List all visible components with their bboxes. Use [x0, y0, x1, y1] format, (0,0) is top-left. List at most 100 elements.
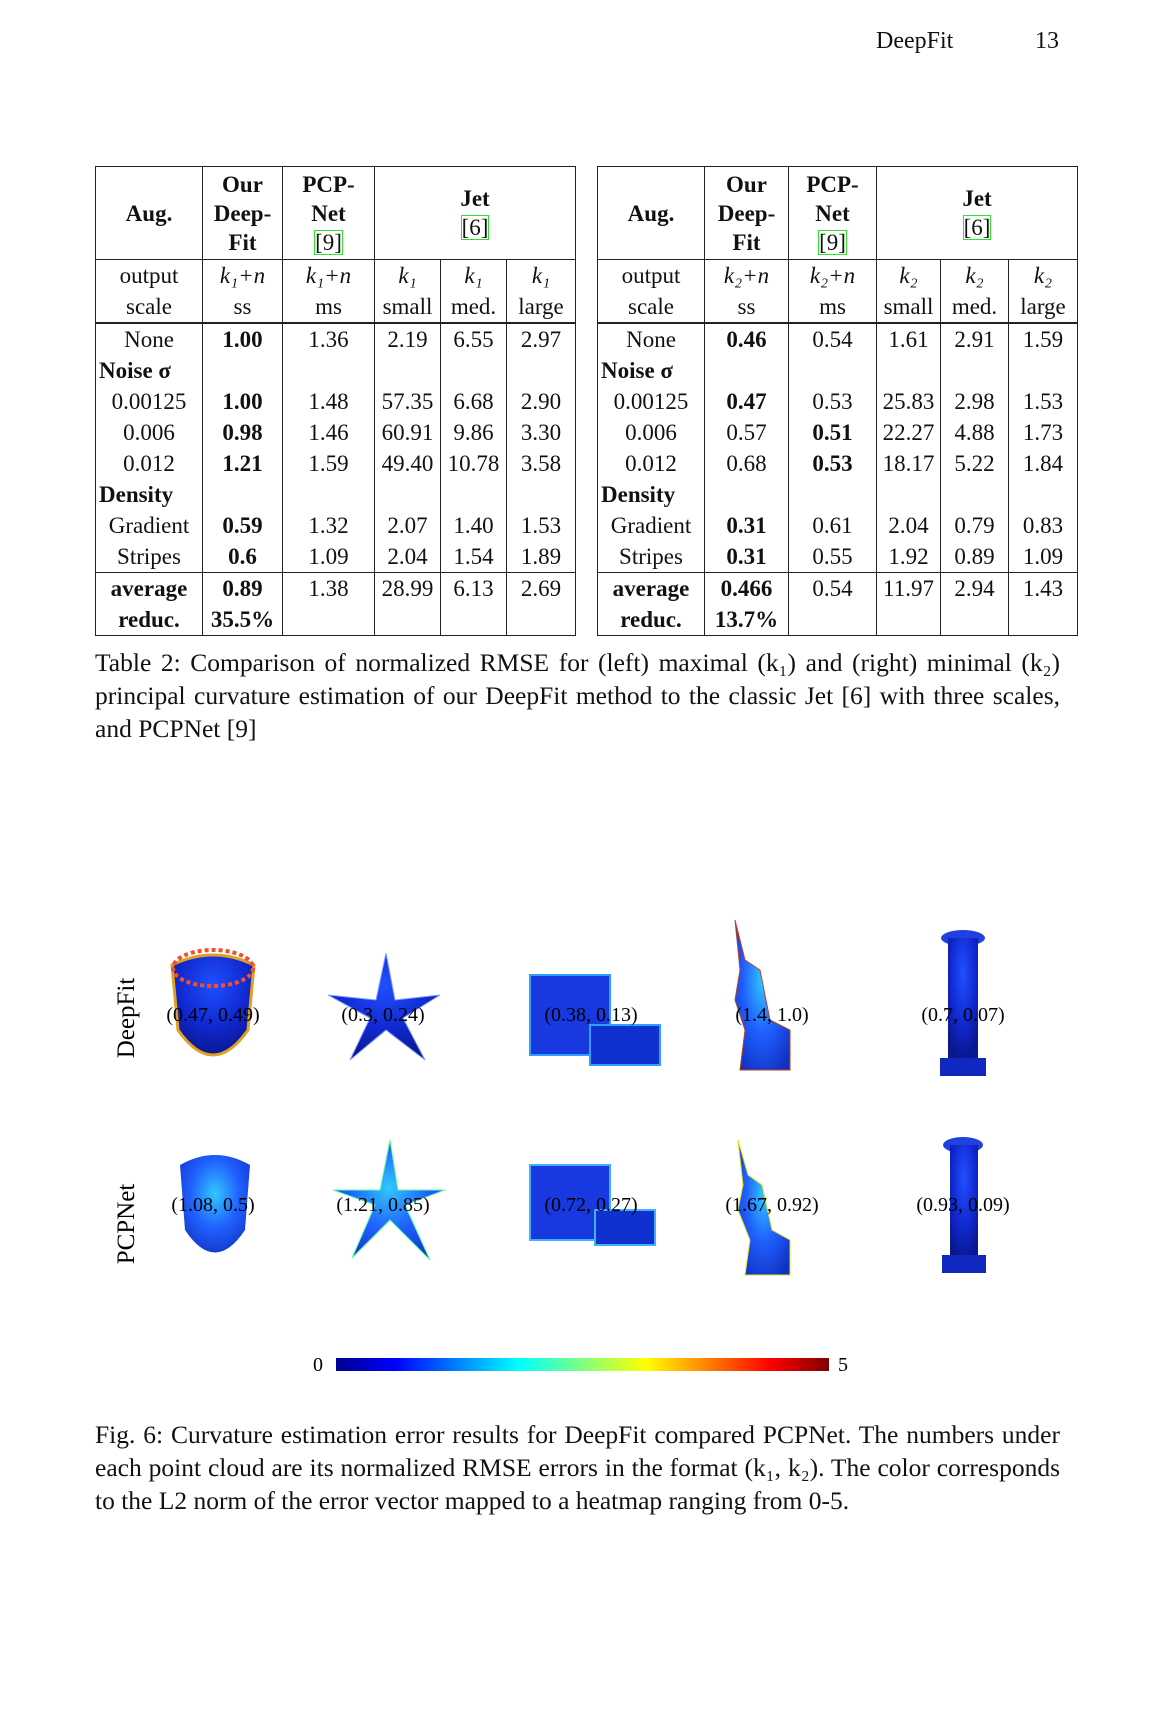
header-text: Our — [222, 171, 263, 197]
table-cell: 2.69 — [506, 572, 576, 604]
body-row: Density — [95, 479, 576, 510]
header-line: Jet — [878, 184, 1077, 213]
table-cell: 10.78 — [440, 448, 507, 479]
figure: DeepFit (0.47, 0.49) (0.3, 0.24) (0.38, 0.1… — [113, 919, 1010, 1376]
table-cell: 1.61 — [876, 322, 941, 355]
table-cell: 6.68 — [440, 386, 507, 417]
table-cell: 1.46 — [282, 417, 375, 448]
table-right: Aug. Our Deep- Fit PCP- Net [9] Jet [6] output k₂+… — [597, 166, 1078, 636]
column — [940, 930, 986, 1076]
box — [529, 974, 661, 1066]
table-cell: 6.55 — [440, 322, 507, 355]
empty-cell — [506, 479, 576, 510]
unit-cell: small — [374, 291, 441, 323]
unit-cell: med. — [440, 291, 507, 323]
table-cell: 1.09 — [282, 541, 375, 573]
empty-cell — [440, 479, 507, 510]
header-line: [6] — [376, 213, 575, 242]
table-cell: 9.86 — [440, 417, 507, 448]
table-cell: 2.98 — [940, 386, 1009, 417]
error-label: (1.67, 0.92) — [725, 1194, 818, 1216]
box — [529, 1164, 656, 1246]
table-cell: 1.00 — [202, 386, 283, 417]
unit-cell: k₁+n — [282, 259, 375, 291]
table-cell: 1.09 — [1008, 541, 1078, 573]
header-cell: PCP- Net [9] — [282, 166, 375, 260]
empty-cell — [876, 604, 941, 636]
empty-cell — [788, 479, 877, 510]
table-cell: 1.48 — [282, 386, 375, 417]
mug — [180, 1155, 250, 1253]
page-number: 13 — [1035, 28, 1059, 54]
table-cell: 0.6 — [202, 541, 283, 573]
table-cell: 1.36 — [282, 322, 375, 355]
empty-cell — [374, 355, 441, 386]
empty-cell — [202, 479, 283, 510]
header-line: Net — [284, 199, 374, 228]
header-text: PCP- — [806, 171, 859, 197]
table-cell: Gradient — [597, 510, 705, 541]
header-line: [9] — [284, 228, 374, 257]
body-row: average 0.89 1.38 28.99 6.13 2.69 — [95, 572, 576, 604]
table-cell: 1.59 — [1008, 322, 1078, 355]
unit-cell: k₁ — [374, 259, 441, 291]
body-row: Density — [597, 479, 1078, 510]
table-cell: Gradient — [95, 510, 203, 541]
header-line: Fit — [204, 228, 282, 257]
unit-cell: k₂ — [876, 259, 941, 291]
empty-cell — [940, 355, 1009, 386]
header-text: Deep- — [213, 200, 272, 226]
header-cell: Our Deep- Fit — [202, 166, 283, 260]
error-label: (1.4, 1.0) — [735, 1004, 808, 1026]
table-cell: 13.7% — [704, 604, 789, 636]
table-caption: Table 2: Comparison of normalized RMSE f… — [95, 648, 1060, 743]
body-row: Stripes 0.6 1.09 2.04 1.54 1.89 — [95, 541, 576, 573]
error-label: (0.7, 0.07) — [921, 1004, 1004, 1026]
citation: [9] — [818, 229, 847, 255]
header-text: Fit — [732, 229, 761, 255]
body-row: 0.00125 1.00 1.48 57.35 6.68 2.90 — [95, 386, 576, 417]
empty-cell — [940, 604, 1009, 636]
table-cell: 0.31 — [704, 510, 789, 541]
table-cell: 0.53 — [788, 386, 877, 417]
table-cell: 11.97 — [876, 572, 941, 604]
body-row: reduc. 13.7% — [597, 604, 1078, 636]
header-cell: Jet [6] — [374, 166, 576, 260]
header-text: Deep- — [717, 200, 776, 226]
table-cell: 0.00125 — [95, 386, 203, 417]
empty-cell — [1008, 604, 1078, 636]
figure-caption: Fig. 6: Curvature estimation error resul… — [95, 1420, 1060, 1515]
table-cell: 1.43 — [1008, 572, 1078, 604]
table-cell: 49.40 — [374, 448, 441, 479]
table-cell: 2.90 — [506, 386, 576, 417]
empty-cell — [440, 355, 507, 386]
citation: [6] — [460, 215, 490, 240]
table-cell: 2.91 — [940, 322, 1009, 355]
table-cell: 0.89 — [940, 541, 1009, 573]
unit-cell: output — [95, 259, 203, 291]
table-cell: 1.53 — [506, 510, 576, 541]
table-cell: average — [95, 572, 203, 604]
empty-cell — [1008, 355, 1078, 386]
empty-cell — [282, 604, 375, 636]
colorbar — [336, 1358, 829, 1371]
error-label: (0.93, 0.09) — [916, 1194, 1009, 1216]
star — [327, 952, 441, 1061]
citation: [6] — [962, 215, 992, 240]
table-cell: 60.91 — [374, 417, 441, 448]
table-cell: 18.17 — [876, 448, 941, 479]
table-cell: 3.58 — [506, 448, 576, 479]
unit-cell: ms — [788, 291, 877, 323]
empty-cell — [876, 479, 941, 510]
error-label: (1.08, 0.5) — [171, 1194, 254, 1216]
header-text: PCP- — [302, 171, 355, 197]
unit-cell: k₁ — [440, 259, 507, 291]
unit-cell: scale — [95, 291, 203, 323]
table-cell: 0.51 — [788, 417, 877, 448]
header-line: [9] — [790, 228, 876, 257]
table-cell: reduc. — [95, 604, 203, 636]
header-cell: Aug. — [597, 166, 705, 260]
header-cell: Aug. — [95, 166, 203, 260]
unit-cell: small — [876, 291, 941, 323]
